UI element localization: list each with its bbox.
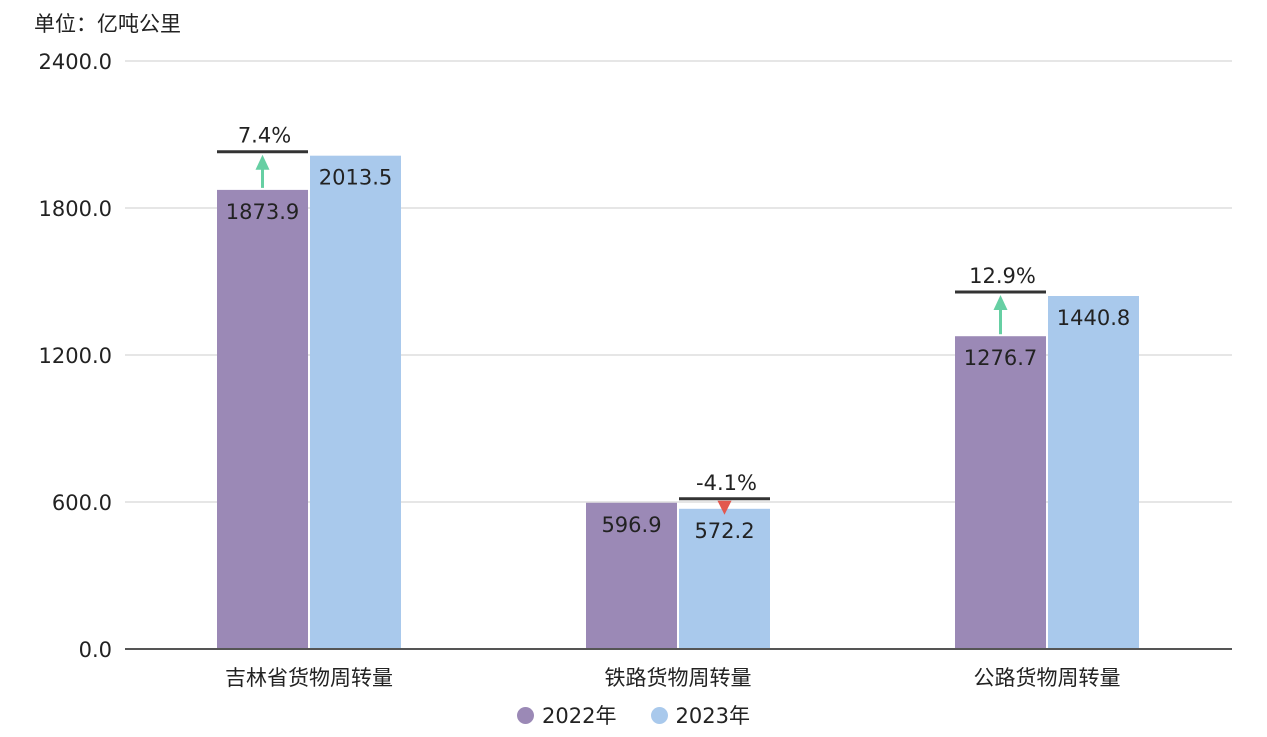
- legend-item-2022[interactable]: 2022年: [517, 700, 617, 730]
- x-category-label: 铁路货物周转量: [605, 666, 752, 690]
- legend: 2022年 2023年: [0, 700, 1267, 730]
- up-arrow-icon: [255, 154, 270, 170]
- bar-2022[interactable]: [217, 189, 308, 649]
- bar-value-label: 596.9: [601, 513, 661, 537]
- legend-dot-icon: [517, 706, 535, 724]
- down-arrow-icon: [717, 500, 732, 515]
- y-tick-label: 1200.0: [39, 344, 112, 368]
- y-tick-label: 600.0: [52, 491, 112, 515]
- bar-2023[interactable]: [310, 155, 401, 649]
- bar-value-label: 1440.8: [1057, 306, 1130, 330]
- bar-value-label: 572.2: [694, 519, 754, 543]
- legend-label: 2022年: [542, 704, 617, 728]
- bar-2023[interactable]: [1048, 296, 1139, 649]
- up-arrow-icon: [993, 295, 1008, 311]
- change-percent-label: 12.9%: [969, 264, 1036, 288]
- legend-dot-icon: [650, 706, 668, 724]
- x-category-label: 公路货物周转量: [974, 666, 1121, 690]
- bar-2023[interactable]: [679, 508, 770, 649]
- x-category-label: 吉林省货物周转量: [225, 666, 393, 690]
- bar-value-label: 1276.7: [964, 346, 1037, 370]
- bar-2022[interactable]: [955, 336, 1046, 649]
- bar-2022[interactable]: [586, 502, 677, 649]
- change-percent-label: 7.4%: [238, 124, 291, 148]
- unit-label: 单位：亿吨公里: [34, 12, 181, 36]
- legend-label: 2023年: [675, 704, 750, 728]
- legend-item-2023[interactable]: 2023年: [650, 700, 750, 730]
- y-tick-label: 2400.0: [39, 50, 112, 74]
- y-tick-label: 1800.0: [39, 197, 112, 221]
- bar-value-label: 1873.9: [226, 200, 299, 224]
- change-percent-label: -4.1%: [696, 471, 757, 495]
- y-tick-label: 0.0: [79, 638, 112, 662]
- bar-value-label: 2013.5: [319, 166, 392, 190]
